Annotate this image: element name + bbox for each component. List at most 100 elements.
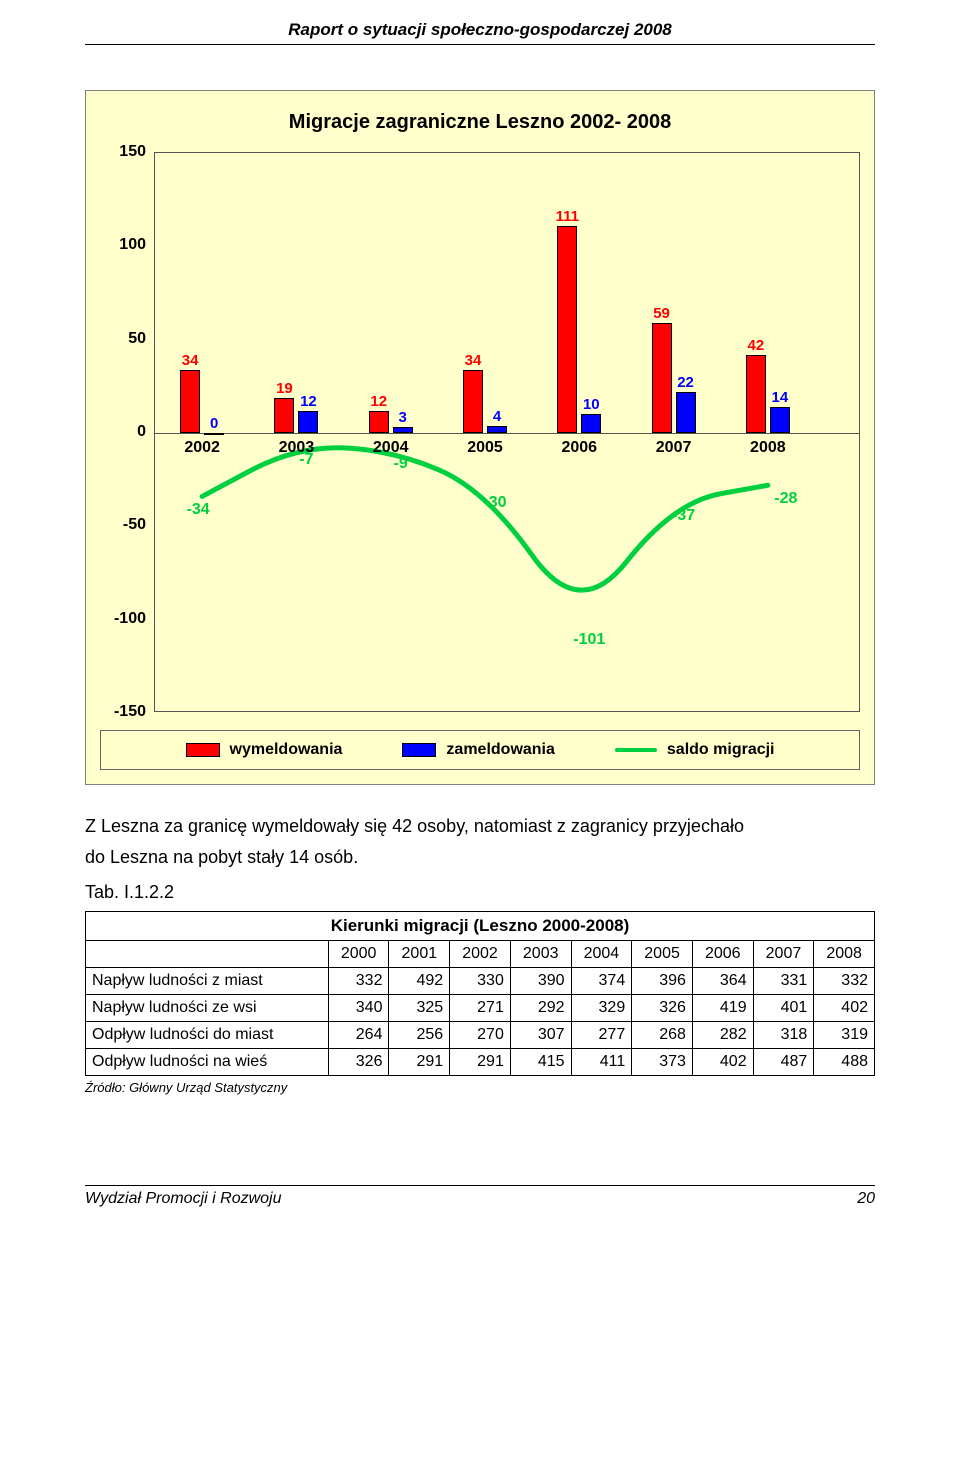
xaxis-label: 2006 [561, 439, 597, 457]
table-cell: 401 [753, 995, 814, 1022]
table-col-header: 2007 [753, 941, 814, 968]
table-col-header: 2000 [328, 941, 389, 968]
table-cell: 282 [692, 1022, 753, 1049]
xaxis-label: 2008 [750, 439, 786, 457]
table-cell: 488 [814, 1049, 875, 1076]
table-row-label: Napływ ludności ze wsi [86, 995, 329, 1022]
table-cell: 271 [450, 995, 511, 1022]
table-cell: 330 [450, 968, 511, 995]
saldo-point-label: -37 [672, 507, 695, 525]
bar-zameldowania [393, 427, 413, 433]
bar-label-zameldowania: 22 [677, 374, 694, 391]
table-cell: 329 [571, 995, 632, 1022]
legend-swatch-zameldowania [402, 743, 436, 757]
bar-zameldowania [298, 411, 318, 433]
saldo-point-label: -9 [394, 455, 408, 473]
footer-left: Wydział Promocji i Rozwoju [85, 1190, 282, 1208]
bar-label-zameldowania: 14 [772, 389, 789, 406]
table-row-label: Odpływ ludności do miast [86, 1022, 329, 1049]
table-cell: 268 [632, 1022, 693, 1049]
bar-wymeldowania [180, 370, 200, 433]
bar-label-wymeldowania: 12 [370, 393, 387, 410]
chart-title: Migracje zagraniczne Leszno 2002- 2008 [100, 111, 860, 134]
table-col-header: 2002 [450, 941, 511, 968]
table-col-header: 2001 [389, 941, 450, 968]
bar-wymeldowania [274, 398, 294, 433]
table-body: Napływ ludności z miast33249233039037439… [86, 968, 875, 1076]
table-cell: 318 [753, 1022, 814, 1049]
legend-zameldowania: zameldowania [402, 741, 554, 759]
table-cell: 402 [814, 995, 875, 1022]
bar-wymeldowania [557, 226, 577, 433]
bar-wymeldowania [463, 370, 483, 433]
table-col-header: 2005 [632, 941, 693, 968]
bar-label-wymeldowania: 111 [556, 208, 579, 225]
table-row: Napływ ludności ze wsi340325271292329326… [86, 995, 875, 1022]
chart-legend: wymeldowania zameldowania saldo migracji [100, 730, 860, 770]
legend-line-saldo [615, 748, 657, 752]
table-cell: 291 [450, 1049, 511, 1076]
saldo-point-label: -28 [774, 490, 797, 508]
table-col-header: 2003 [510, 941, 571, 968]
bar-wymeldowania [746, 355, 766, 433]
table-row: Odpływ ludności do miast2642562703072772… [86, 1022, 875, 1049]
page: Raport o sytuacji społeczno-gospodarczej… [0, 0, 960, 1238]
table-cell: 325 [389, 995, 450, 1022]
bar-label-wymeldowania: 19 [276, 380, 293, 397]
table-cell: 373 [632, 1049, 693, 1076]
paragraph-line2: do Leszna na pobyt stały 14 osób. [85, 847, 358, 867]
legend-label-wymeldowania: wymeldowania [230, 741, 343, 759]
table-corner [86, 941, 329, 968]
footer-right: 20 [857, 1190, 875, 1208]
chart-container: Migracje zagraniczne Leszno 2002- 2008 1… [85, 90, 875, 785]
table-cell: 396 [632, 968, 693, 995]
legend-label-zameldowania: zameldowania [446, 741, 554, 759]
bar-label-wymeldowania: 42 [748, 337, 765, 354]
chart-yaxis: 150100500-50-100-150 [100, 152, 154, 712]
table-cell: 292 [510, 995, 571, 1022]
xaxis-label: 2007 [656, 439, 692, 457]
chart-plot-area: 3402002191220031232004344200511110200659… [154, 152, 860, 712]
table-cell: 340 [328, 995, 389, 1022]
table-caption: Kierunki migracji (Leszno 2000-2008) [85, 911, 875, 940]
bar-zameldowania [581, 414, 601, 433]
bar-zameldowania [204, 433, 224, 435]
bar-label-zameldowania: 3 [399, 409, 407, 426]
body-paragraph: Z Leszna za granicę wymeldowały się 42 o… [85, 811, 875, 872]
table-cell: 390 [510, 968, 571, 995]
bar-label-zameldowania: 4 [493, 408, 501, 425]
table-cell: 264 [328, 1022, 389, 1049]
chart-zero-line [155, 433, 859, 434]
saldo-point-label: -34 [187, 501, 210, 519]
legend-label-saldo: saldo migracji [667, 741, 775, 759]
header-rule [85, 44, 875, 45]
table-cell: 402 [692, 1049, 753, 1076]
bar-wymeldowania [652, 323, 672, 433]
table-cell: 332 [814, 968, 875, 995]
bar-label-zameldowania: 0 [210, 415, 218, 432]
table-cell: 326 [328, 1049, 389, 1076]
xaxis-label: 2002 [184, 439, 220, 457]
table-cell: 364 [692, 968, 753, 995]
table-cell: 419 [692, 995, 753, 1022]
table-cell: 492 [389, 968, 450, 995]
legend-wymeldowania: wymeldowania [186, 741, 343, 759]
table-cell: 277 [571, 1022, 632, 1049]
chart-plot-wrap: 150100500-50-100-150 3402002191220031232… [100, 152, 860, 712]
table-cell: 270 [450, 1022, 511, 1049]
table-row: Odpływ ludności na wieś32629129141541137… [86, 1049, 875, 1076]
saldo-point-label: -101 [573, 631, 605, 649]
bar-zameldowania [770, 407, 790, 433]
table-col-header: 2006 [692, 941, 753, 968]
bar-label-zameldowania: 12 [300, 393, 317, 410]
bar-zameldowania [676, 392, 696, 433]
bar-label-wymeldowania: 34 [465, 352, 482, 369]
table-col-header: 2008 [814, 941, 875, 968]
table-cell: 332 [328, 968, 389, 995]
table-cell: 307 [510, 1022, 571, 1049]
bar-zameldowania [487, 426, 507, 433]
bar-label-wymeldowania: 59 [653, 305, 670, 322]
bar-label-zameldowania: 10 [583, 396, 600, 413]
bar-wymeldowania [369, 411, 389, 433]
page-footer: Wydział Promocji i Rozwoju 20 [85, 1186, 875, 1208]
